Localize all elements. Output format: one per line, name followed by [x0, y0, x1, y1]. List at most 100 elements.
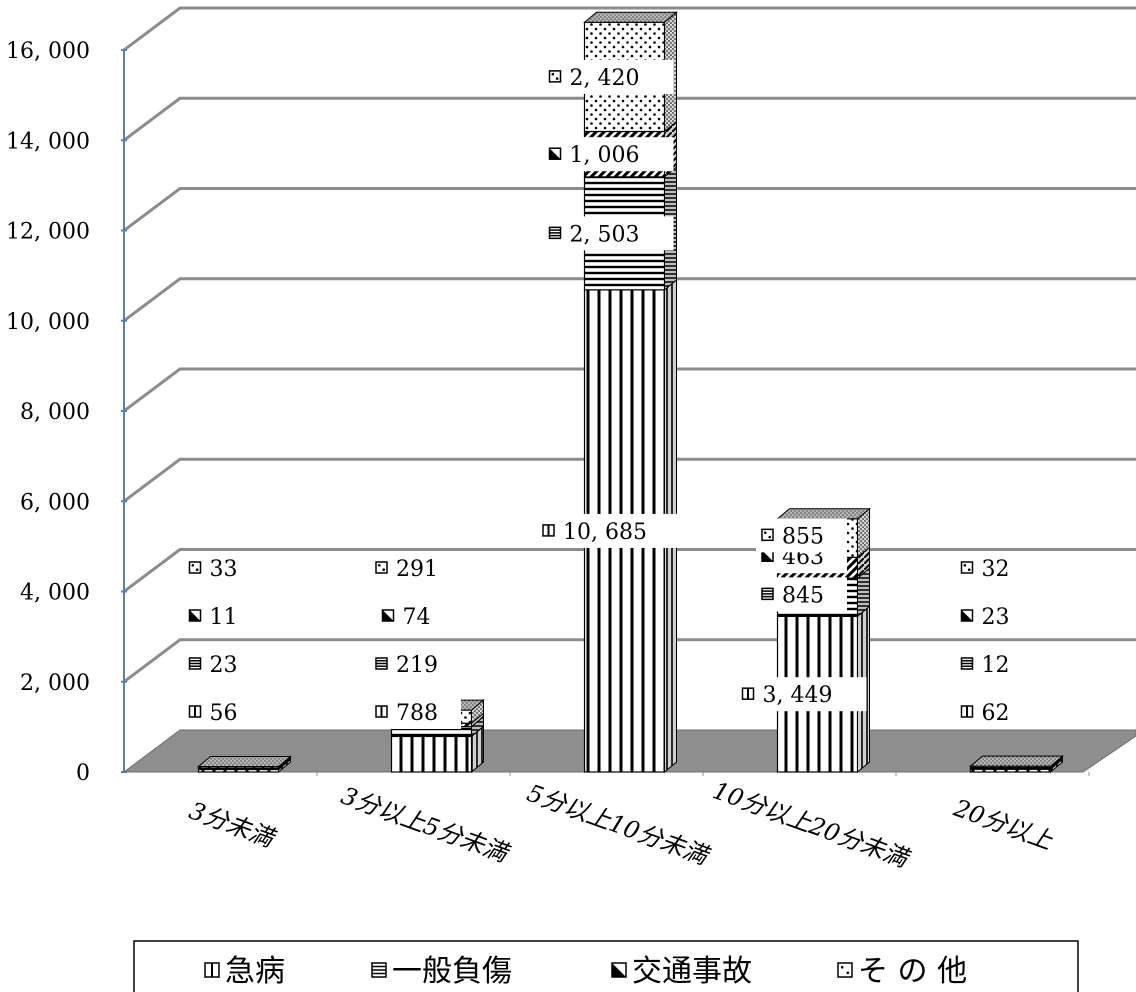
data-label-box: [543, 137, 674, 172]
legend-key-icon: [188, 561, 202, 574]
legend-item: 一般負傷: [371, 954, 512, 989]
data-label: 3, 449: [736, 677, 867, 712]
legend-key-icon: [741, 687, 755, 700]
gridline: [123, 367, 1136, 413]
legend-item: 急病: [204, 954, 285, 989]
bar-top: [776, 508, 871, 520]
data-label-text: 10, 685: [563, 520, 647, 545]
data-label: 291: [370, 551, 461, 585]
data-label-text: 2, 420: [570, 66, 640, 91]
data-label: 56: [183, 695, 262, 729]
legend-key-icon: [960, 561, 974, 574]
x-category-label: 10分以上20分未満: [709, 776, 914, 873]
data-label-text: 23: [982, 605, 1010, 630]
legend-item: 交通事故: [611, 954, 752, 989]
y-tick-label: 16, 000: [6, 39, 90, 64]
data-label-box: [543, 59, 674, 94]
gridline: [123, 457, 1136, 503]
data-label-text: 788: [396, 701, 438, 726]
gridline: [123, 6, 1136, 52]
data-label-text: 62: [982, 701, 1010, 726]
legend-key-icon: [960, 657, 974, 670]
legend-box: [133, 940, 1079, 992]
legend-key-icon: [381, 609, 395, 622]
legend-label: 急病: [225, 954, 285, 989]
data-label-text: 11: [210, 605, 238, 630]
gridline: [123, 187, 1136, 232]
data-label: 788: [370, 695, 461, 729]
data-label-text: 3, 449: [763, 683, 833, 708]
bar-top: [969, 755, 1064, 767]
bar-stack: [583, 11, 678, 774]
data-label-text: 56: [210, 701, 238, 726]
data-label-box: [537, 513, 680, 548]
y-tick-label: 14, 000: [6, 129, 90, 154]
data-label: 12: [955, 647, 1034, 681]
legend-key-icon: [542, 524, 555, 537]
y-tick-label: 6, 000: [20, 490, 90, 515]
y-tick-label: 0: [76, 761, 90, 786]
data-label: 219: [370, 647, 461, 681]
x-category-label: 3分未満: [185, 796, 279, 853]
chart-back-wall: [123, 6, 1136, 683]
legend-key-icon: [371, 962, 387, 978]
legend-key-icon: [548, 226, 562, 240]
data-label-text: 23: [210, 653, 238, 678]
data-label-text: 2, 503: [570, 222, 640, 247]
data-label: 2, 420: [543, 59, 674, 94]
y-axis: 0 2, 000 4, 000 6, 000 8, 000 10, 000 12, 000 1…: [6, 39, 127, 786]
legend-key-icon: [188, 705, 202, 718]
data-label-text: 74: [403, 605, 431, 630]
legend-key-icon: [960, 609, 974, 622]
y-tick-label: 10, 000: [6, 310, 90, 335]
legend-key-icon: [611, 962, 627, 978]
legend-key-icon: [548, 147, 562, 160]
data-label-box: [543, 216, 674, 251]
data-label: 11: [183, 599, 262, 633]
legend-key-icon: [188, 657, 202, 670]
data-label-text: 12: [982, 653, 1010, 678]
y-tick-label: 8, 000: [20, 400, 90, 425]
data-label-text: 33: [210, 557, 238, 582]
data-label: 62: [955, 695, 1034, 729]
data-label: 1, 006: [543, 137, 674, 172]
data-label: 32: [955, 551, 1034, 585]
legend-label: 交通事故: [632, 954, 752, 989]
data-label-text: 291: [396, 557, 438, 582]
bar-stack: [197, 755, 292, 774]
data-labels: 56 23 11 33 788 219 74 291 10, 685 2, 503 1, 006 2,…: [183, 59, 1034, 729]
legend-key-icon: [375, 705, 388, 718]
data-label-text: 845: [782, 583, 824, 608]
data-label: 33: [183, 551, 262, 585]
data-label-box: [736, 677, 867, 712]
gridline: [123, 277, 1136, 322]
bar-group: [197, 11, 1064, 774]
legend-key-icon: [761, 528, 774, 542]
data-label-text: 219: [396, 653, 438, 678]
legend-key-icon: [548, 70, 562, 83]
data-label: 2, 503: [543, 216, 674, 251]
data-label-text: 32: [982, 557, 1010, 582]
bar-segment: [390, 735, 473, 773]
legend-key-icon: [188, 609, 202, 622]
legend: 急病 一般負傷 交通事故 そ の 他: [133, 940, 1079, 992]
legend-key-icon: [960, 705, 974, 718]
data-label: 74: [376, 599, 455, 633]
data-label-text: 855: [782, 524, 824, 549]
y-tick-label: 12, 000: [6, 220, 90, 245]
bar-stack: [969, 755, 1064, 774]
x-category-label: 5分以上10分未満: [523, 779, 714, 871]
bar-top: [583, 11, 678, 23]
x-category-label: 3分以上5分未満: [337, 781, 513, 868]
y-tick-label: 2, 000: [20, 671, 90, 696]
legend-item: そ の 他: [837, 954, 967, 989]
legend-label: 一般負傷: [392, 954, 512, 989]
legend-key-icon: [375, 657, 388, 670]
data-label: 23: [955, 599, 1034, 633]
data-label: 845: [756, 577, 847, 612]
legend-key-icon: [837, 962, 853, 978]
legend-key-icon: [761, 587, 774, 601]
legend-key-icon: [204, 962, 220, 978]
